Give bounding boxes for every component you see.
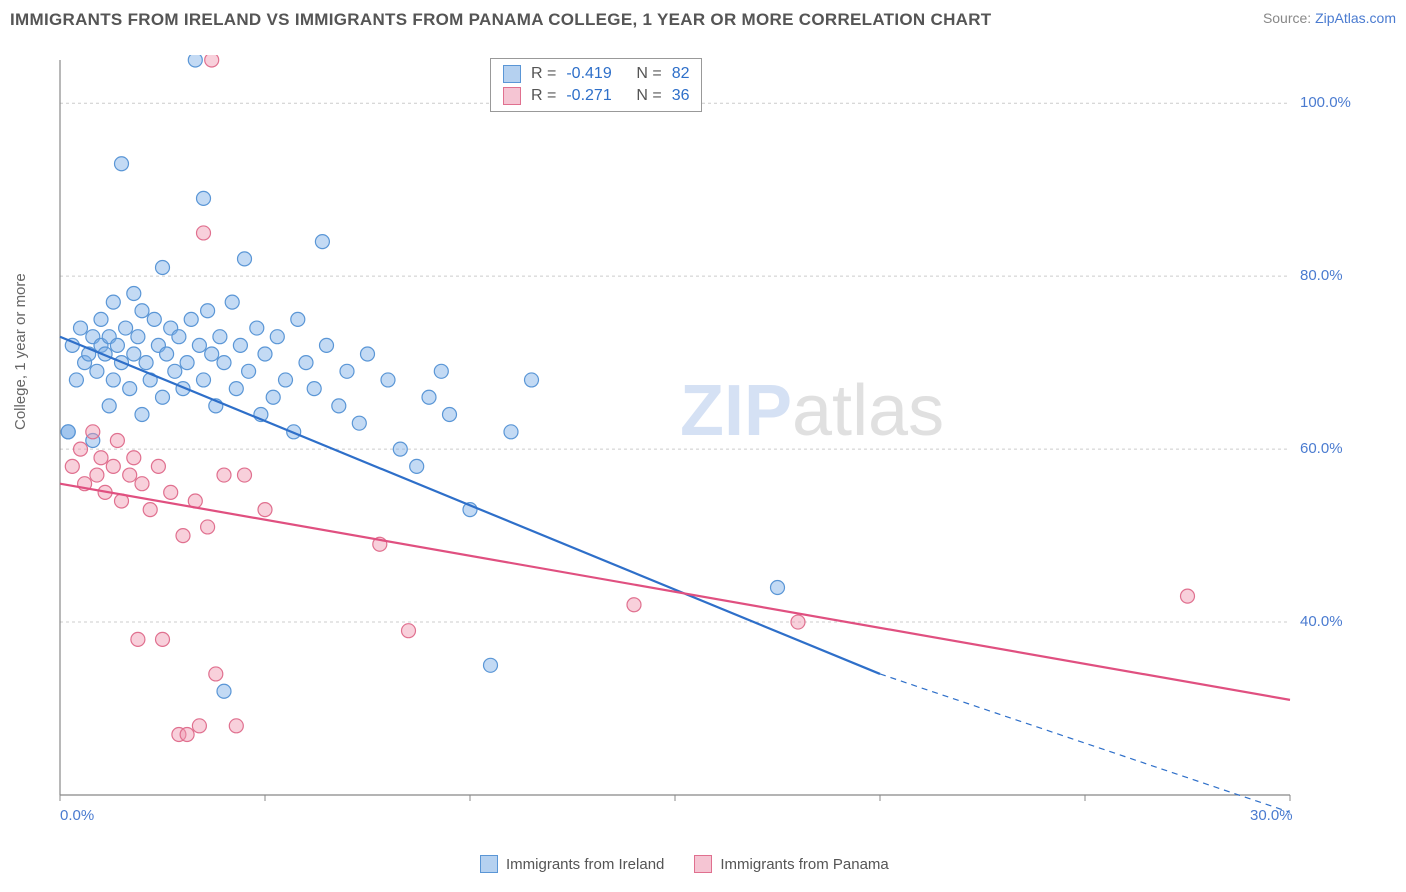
legend-swatch [503,65,521,83]
stats-n-value: 82 [672,65,690,83]
header-bar: IMMIGRANTS FROM IRELAND VS IMMIGRANTS FR… [10,10,1396,30]
plot-area [50,55,1350,825]
stats-r-value: -0.419 [566,65,626,83]
legend-item: Immigrants from Ireland [480,855,664,873]
legend-item: Immigrants from Panama [694,855,888,873]
legend-swatch [480,855,498,873]
chart-title: IMMIGRANTS FROM IRELAND VS IMMIGRANTS FR… [10,10,992,30]
stats-r-label: R = [531,87,556,105]
source-link[interactable]: ZipAtlas.com [1315,10,1396,26]
y-axis-label: College, 1 year or more [12,273,29,430]
y-tick-label: 40.0% [1300,613,1343,630]
legend-swatch [503,87,521,105]
stats-n-label: N = [636,87,661,105]
stats-n-value: 36 [672,87,690,105]
y-tick-label: 80.0% [1300,267,1343,284]
legend-label: Immigrants from Ireland [506,856,664,873]
x-tick-label: 30.0% [1250,807,1293,824]
source-prefix: Source: [1263,10,1315,26]
stats-r-label: R = [531,65,556,83]
stats-row: R = -0.419 N = 82 [503,63,689,85]
y-tick-label: 100.0% [1300,94,1351,111]
scatter-chart-svg [50,55,1350,825]
legend-swatch [694,855,712,873]
source-attribution: Source: ZipAtlas.com [1263,10,1396,26]
stats-legend-box: R = -0.419 N = 82 R = -0.271 N = 36 [490,58,702,112]
y-tick-label: 60.0% [1300,440,1343,457]
legend-label: Immigrants from Panama [720,856,888,873]
stats-r-value: -0.271 [566,87,626,105]
stats-n-label: N = [636,65,661,83]
x-tick-label: 0.0% [60,807,94,824]
bottom-legend: Immigrants from Ireland Immigrants from P… [480,855,889,873]
stats-row: R = -0.271 N = 36 [503,85,689,107]
